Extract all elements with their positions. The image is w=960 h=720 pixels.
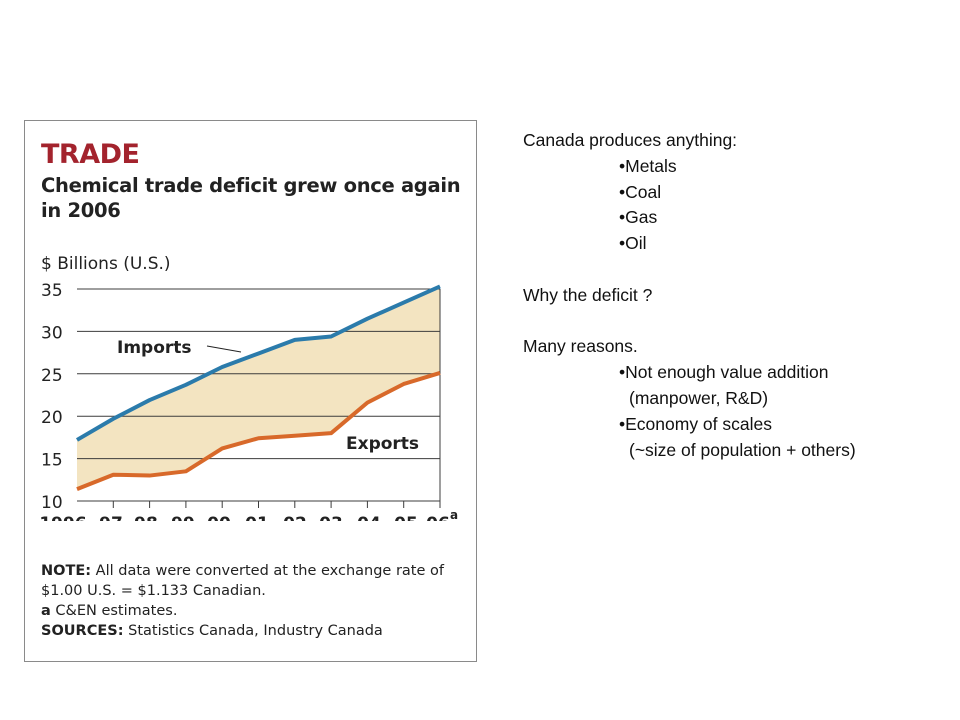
estimate-text: C&EN estimates. [55, 603, 178, 619]
y-tick-label: 20 [41, 408, 63, 428]
panel-heading: Canada produces anything: [523, 130, 738, 150]
imports-series-label: Imports [117, 338, 192, 358]
x-tick-label: 04 [357, 514, 381, 521]
y-tick-label: 35 [41, 281, 63, 301]
y-tick-label: 30 [41, 323, 63, 343]
spacer [523, 257, 943, 283]
x-tick-label: 98 [134, 514, 158, 521]
x-tick-label: 99 [171, 514, 195, 521]
x-tick-label: 01 [245, 514, 269, 521]
chart-figure-card: TRADE Chemical trade deficit grew once a… [24, 120, 477, 662]
reason-point-value-addition: •Not enough value addition [619, 362, 829, 383]
question-text: Why the deficit ? [523, 284, 653, 305]
sources-label: SOURCES: [41, 623, 124, 639]
note-text: All data were converted at the exchange … [41, 563, 444, 599]
x-tick-label: 97 [99, 514, 123, 521]
x-tick-label: 06 [426, 514, 450, 521]
chart-notes: NOTE: All data were converted at the exc… [41, 561, 466, 641]
resource-item-oil: •Oil [619, 233, 647, 254]
chart-title: Chemical trade deficit grew once again i… [41, 174, 461, 222]
resource-item-metals: •Metals [619, 155, 677, 176]
y-tick-label: 15 [41, 451, 63, 471]
y-tick-label: 10 [41, 493, 63, 513]
x-tick-label: 00 [207, 514, 231, 521]
reason-point-economy-of-scales: •Economy of scales [619, 413, 772, 434]
estimate-marker: a [41, 603, 51, 619]
x-tick-label: 02 [283, 514, 307, 521]
note-label: NOTE: [41, 563, 92, 579]
exports-series-label: Exports [346, 434, 419, 454]
x-tick-label: 03 [319, 514, 343, 521]
y-tick-label: 25 [41, 366, 63, 386]
deficit-area [77, 286, 440, 490]
resource-item-coal: •Coal [619, 181, 662, 202]
x-tick-label: 1996 [39, 514, 86, 521]
reason-detail-economy-of-scales: (~size of population + others) [629, 439, 856, 460]
imports-leader-line [206, 345, 242, 353]
trade-chart: $ Billions (U.S.) 10 15 20 25 30 35 1996 97 98 99 0… [39, 254, 458, 521]
reason-detail-value-addition: (manpower, R&D) [629, 387, 769, 408]
text-panel: Canada produces anything: •Metals •Coal … [523, 128, 943, 463]
resource-item-gas: •Gas [619, 207, 658, 228]
spacer [523, 309, 943, 335]
y-axis-unit-label: $ Billions (U.S.) [41, 254, 171, 274]
x-tick-label: 05 [394, 514, 418, 521]
chart-kicker: TRADE [41, 139, 140, 170]
answer-intro: Many reasons. [523, 336, 638, 357]
sources-text: Statistics Canada, Industry Canada [128, 623, 383, 639]
estimate-superscript: a [450, 508, 458, 521]
